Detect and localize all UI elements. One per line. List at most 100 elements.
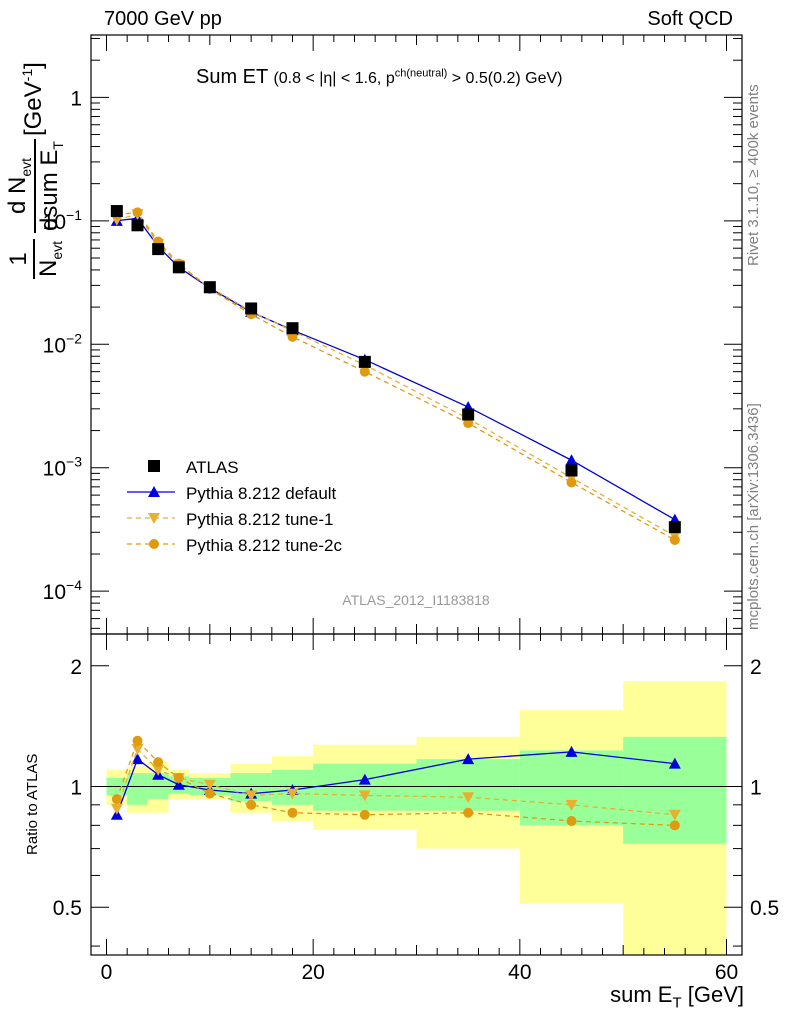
ratio-point-1 [203,779,216,791]
y-fraction-1: 1 Nevt [4,238,65,279]
x-axis-label-main: sum E [610,982,673,1007]
ratio-point-2 [111,794,122,805]
data-point [358,355,371,368]
legend-label-0: Pythia 8.212 default [186,484,337,503]
distribution-cuts-sup: ch(neutral) [394,67,448,80]
ratio-point-2 [132,735,143,746]
ratio-point-1 [110,803,123,815]
mcplots-label: mcplots.cern.ch [arXiv:1306.3436] [745,403,762,630]
ratio-point-2 [204,788,215,799]
series-point-2 [463,418,474,429]
ratio-point-2 [153,757,164,768]
ratio-point-2 [246,799,257,810]
ratio-point-2 [359,809,370,820]
ratio-y-tick-label: 1 [70,776,82,799]
distribution-cuts: (0.8 < |η| < 1.6, pch(neutral) > 0.5(0.2… [273,67,563,87]
ratio-y-tick-label-right: 0.5 [750,897,779,920]
ratio-point-1 [286,788,299,800]
ratio-point-0 [172,778,185,790]
ratio-line-2 [116,739,675,826]
series-point-2 [132,207,143,218]
legend-marker-0 [148,486,160,497]
legend-label-data: ATLAS [186,458,239,477]
data-point [131,219,144,232]
main-y-tick-label: 10−2 [43,330,83,357]
data-point [245,302,258,315]
distribution-cuts-text: (0.8 < |η| < 1.6, p [273,70,395,87]
data-point [565,464,578,477]
ratio-y-tick-label: 2 [70,656,82,679]
y-nevt: N [34,259,62,277]
ratio-point-2 [463,807,474,818]
legend-marker-1 [148,513,160,524]
ratio-point-0 [565,745,578,757]
distribution-cuts-tail: > 0.5(0.2) GeV) [447,70,563,87]
ratio-y-axis-label: Ratio to ATLAS [24,753,41,855]
analysis-id-label: ATLAS_2012_I1183818 [342,592,490,608]
series-point-0 [565,454,578,466]
series-point-2 [359,366,370,377]
y-fraction-1-num: 1 [4,238,35,279]
ratio-point-2 [566,816,577,827]
main-y-tick-label: 10−1 [43,207,83,234]
y-fraction-2-num: d Nevt [4,139,36,233]
ratio-point-2 [669,820,680,831]
process-label: Soft QCD [647,8,733,30]
distribution-title-main: Sum ET [196,66,268,88]
rivet-version-label: Rivet 3.1.10, ≥ 400k events [745,84,762,266]
series-point-2 [566,477,577,488]
distribution-title: Sum ET (0.8 < |η| < 1.6, pch(neutral) > … [196,66,562,89]
ratio-point-0 [462,753,475,765]
ratio-point-2 [173,772,184,783]
main-y-axis-label: 1 Nevt d Nevt dsum ET [GeV-1] [4,62,66,282]
uncertainty-band-green [127,773,148,805]
ratio-point-1 [668,809,681,821]
y-unit-end: ] [20,62,48,69]
ratio-point-1 [131,744,144,756]
data-point [152,243,165,256]
ratio-point-1 [462,792,475,804]
x-axis-label: sum ET [GeV] [610,982,744,1011]
uncertainty-band-green [313,763,417,811]
data-point [462,408,475,421]
y-dn-sub: evt [17,157,34,177]
y-fraction-2-den: dsum ET [36,139,66,233]
energy-label: 7000 GeV pp [104,8,222,30]
y-dsum-sub: T [49,141,66,150]
legend-label-2: Pythia 8.212 tune-2c [186,536,342,555]
ratio-y-tick-label: 0.5 [53,897,82,920]
x-tick-label: 60 [715,961,738,984]
ratio-point-1 [152,764,165,776]
y-dn: d N [4,176,31,215]
y-fraction-2: d Nevt dsum ET [4,139,66,233]
y-nevt-sub: evt [48,240,65,260]
ratio-point-1 [358,790,371,802]
data-point [668,521,681,534]
data-point [172,261,185,274]
x-axis-label-sub: T [672,994,682,1012]
y-unit: [GeV [20,81,48,137]
legend-marker-2 [149,539,159,549]
data-point [110,205,123,218]
data-point [286,322,299,335]
ratio-point-0 [668,757,681,769]
series-point-2 [287,331,298,342]
y-fraction-1-den: Nevt [35,239,65,279]
y-unit-exp: -1 [19,68,36,82]
uncertainty-band-green [519,750,624,826]
ratio-point-0 [358,773,371,785]
ratio-point-1 [565,799,578,811]
ratio-point-1 [245,790,258,802]
x-tick-label: 0 [101,961,113,984]
main-y-tick-label: 1 [70,87,82,110]
x-tick-label: 40 [508,961,531,984]
x-axis-label-unit: [GeV] [681,982,744,1007]
ratio-point-0 [131,753,144,765]
series-point-2 [669,534,680,545]
data-point [203,281,216,294]
main-y-tick-label: 10−4 [43,577,83,604]
x-tick-label: 20 [301,961,324,984]
ratio-y-tick-label-right: 1 [750,776,762,799]
y-dsum: dsum E [35,149,63,231]
